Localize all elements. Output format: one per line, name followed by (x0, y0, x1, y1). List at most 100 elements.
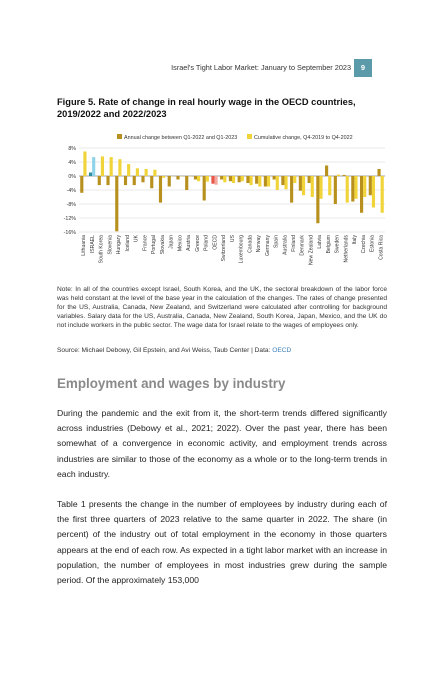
legend-swatch-1 (117, 134, 122, 139)
x-tick-label: New Zealand (308, 235, 314, 265)
bar-annual-luxembourg (237, 176, 241, 183)
x-tick-label: Belgium (326, 235, 332, 253)
bar-cumulative-canada (249, 176, 253, 186)
bar-annual-switzerland (220, 176, 224, 180)
bar-annual-south-korea (97, 176, 101, 186)
bar-cumulative-netherlands (345, 176, 349, 203)
bar-annual-oecd (211, 176, 215, 184)
chart-gridlines (79, 147, 385, 233)
bar-cumulative-hungary (118, 159, 122, 176)
x-tick-label: Hungary (116, 235, 122, 255)
bar-annual-germany (263, 176, 267, 187)
x-tick-label: Czechia (361, 235, 367, 254)
bar-cumulative-germany (266, 176, 271, 187)
bar-annual-estonia (368, 176, 372, 196)
bar-cumulative-costa-rica (380, 176, 384, 213)
x-tick-label: Norway (256, 235, 262, 253)
legend-swatch-2 (247, 134, 252, 139)
bar-cumulative-portugal (153, 169, 157, 176)
page-number-badge: 9 (354, 59, 372, 77)
y-tick-label: -16% (64, 230, 77, 236)
y-tick-label: -12% (64, 216, 77, 222)
bar-annual-slovakia (158, 176, 163, 203)
bar-annual-finland (290, 176, 294, 203)
bar-annual-belgium (325, 165, 329, 176)
bar-annual-portugal (150, 176, 154, 189)
bar-annual-latvia (316, 176, 320, 224)
bar-annual-canada (246, 176, 250, 183)
bar-cumulative-greece (197, 176, 201, 182)
x-tick-label: US (230, 234, 236, 242)
bar-cumulative-oecd (214, 176, 218, 185)
x-tick-label: UK (134, 234, 140, 242)
bar-annual-hungary (115, 176, 119, 232)
bar-cumulative-luxembourg (240, 176, 244, 182)
x-tick-label: Austria (186, 235, 192, 251)
bar-annual-iceland (123, 176, 128, 186)
bar-cumulative-switzerland (223, 176, 227, 183)
x-tick-label: Poland (204, 235, 210, 251)
x-tick-label: Costa Rica (378, 235, 384, 260)
bar-annual-lithuania (80, 176, 84, 193)
y-tick-label: 4% (68, 160, 76, 166)
x-tick-label: Australia (282, 235, 288, 255)
bar-cumulative-denmark (301, 176, 306, 196)
bar-cumulative-slovakia (162, 176, 166, 178)
bar-cumulative-israel (92, 157, 96, 176)
bar-cumulative-italy (354, 176, 358, 199)
bar-annual-japan (167, 176, 171, 187)
x-tick-label: South Korea (99, 235, 105, 263)
wage-change-chart: Annual change between Q1-2022 and Q1-202… (64, 134, 385, 265)
x-tick-label: Estonia (370, 235, 376, 252)
running-title: Israel's Tight Labor Market: January to … (171, 63, 351, 72)
bar-annual-slovenia (106, 176, 110, 186)
source-link-oecd[interactable]: OECD (272, 347, 292, 354)
x-tick-label: France (142, 235, 148, 251)
x-tick-label: Denmark (300, 235, 306, 256)
page-header: Israel's Tight Labor Market: January to … (0, 59, 440, 79)
bar-cumulative-lithuania (83, 151, 87, 176)
bar-cumulative-sweden (336, 174, 341, 176)
x-tick-label: Slovenia (107, 235, 113, 255)
bar-cumulative-us (232, 176, 236, 183)
bar-cumulative-latvia (319, 176, 323, 199)
x-tick-label: Spain (274, 235, 280, 248)
chart-x-axis: Lithuania ISRAEL South Korea Slovenia Hungar… (81, 234, 384, 265)
bar-cumulative-belgium (328, 176, 332, 196)
bar-cumulative-new-zealand (310, 176, 314, 197)
bar-annual-costa-rica (377, 169, 381, 176)
chart-bars (80, 151, 384, 232)
x-tick-label: OECD (212, 235, 218, 250)
x-tick-label: Italy (352, 235, 358, 245)
x-tick-label: Lithuania (81, 235, 87, 256)
legend-label-2: Cumulative change, Q4-2019 to Q4-2022 (254, 135, 353, 141)
bar-cumulative-finland (293, 176, 297, 183)
bar-annual-us (228, 176, 232, 182)
bar-annual-netherlands (342, 174, 346, 176)
x-tick-label: Latvia (317, 235, 323, 249)
bar-annual-norway (255, 176, 259, 184)
y-tick-label: 0% (68, 174, 76, 180)
source-text: Source: Michael Debowy, Gil Epstein, and… (57, 347, 273, 354)
x-tick-label: ISRAEL (90, 235, 96, 253)
bar-cumulative-australia (284, 176, 288, 190)
bar-cumulative-poland (205, 176, 209, 182)
bar-annual-poland (202, 176, 206, 201)
x-tick-label: Canada (247, 235, 253, 253)
body-paragraph-1: During the pandemic and the exit from it… (57, 407, 387, 479)
x-tick-label: Netherlands (343, 235, 349, 263)
bar-annual-uk (132, 176, 136, 186)
bar-cumulative-france (144, 169, 148, 176)
bar-cumulative-czechia (363, 176, 367, 197)
bar-cumulative-estonia (371, 176, 376, 208)
x-tick-label: Sweden (335, 235, 341, 254)
legend-label-1: Annual change between Q1-2022 and Q1-202… (124, 135, 237, 141)
bar-annual-czechia (360, 176, 364, 213)
chart-y-axis: 8% 4% 0% -4% -8% -12% -16% (64, 146, 77, 236)
x-tick-label: Portugal (151, 235, 157, 254)
x-tick-label: Germany (265, 235, 271, 256)
bar-cumulative-iceland (127, 164, 131, 176)
bar-annual-spain (272, 176, 276, 180)
bar-cumulative-slovenia (109, 157, 113, 176)
bar-cumulative-spain (275, 176, 279, 190)
